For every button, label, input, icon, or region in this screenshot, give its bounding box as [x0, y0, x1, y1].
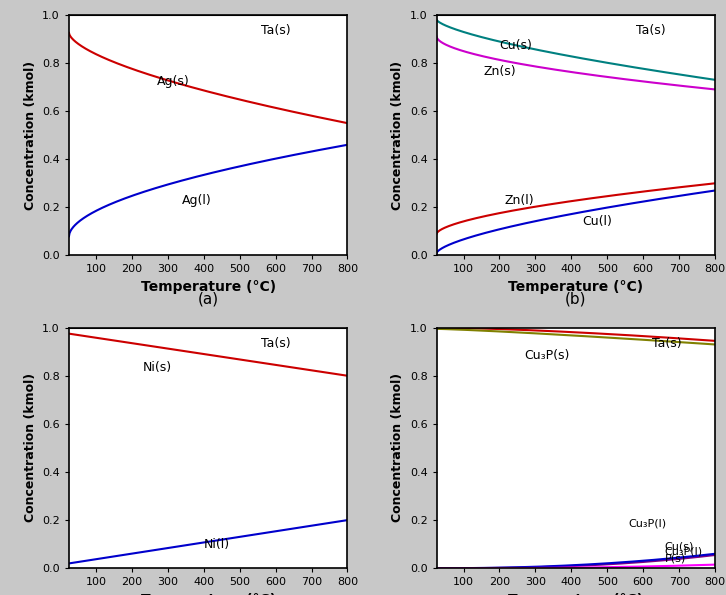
Text: Cu(l): Cu(l)	[582, 215, 612, 228]
Text: Cu(s): Cu(s)	[665, 541, 694, 552]
Text: (a): (a)	[197, 292, 219, 306]
Text: Ni(l): Ni(l)	[204, 538, 230, 551]
Y-axis label: Concentration (kmol): Concentration (kmol)	[24, 374, 36, 522]
Text: Cu(s): Cu(s)	[499, 39, 532, 52]
Y-axis label: Concentration (kmol): Concentration (kmol)	[391, 374, 404, 522]
X-axis label: Temperature (°C): Temperature (°C)	[141, 593, 276, 595]
Text: Cu₃P(l): Cu₃P(l)	[665, 547, 703, 557]
Text: Zn(s): Zn(s)	[484, 65, 516, 78]
Text: P(s): P(s)	[665, 553, 686, 563]
Text: Cu₃P(s): Cu₃P(s)	[525, 349, 570, 362]
X-axis label: Temperature (°C): Temperature (°C)	[141, 280, 276, 294]
Text: (b): (b)	[565, 292, 587, 306]
Y-axis label: Concentration (kmol): Concentration (kmol)	[24, 61, 36, 209]
Text: Ag(l): Ag(l)	[182, 194, 212, 206]
Text: Ta(s): Ta(s)	[261, 337, 291, 350]
X-axis label: Temperature (°C): Temperature (°C)	[508, 280, 643, 294]
Text: Ni(s): Ni(s)	[142, 361, 172, 374]
Text: Ag(s): Ag(s)	[157, 74, 189, 87]
Y-axis label: Concentration (kmol): Concentration (kmol)	[391, 61, 404, 209]
Text: Zn(l): Zn(l)	[505, 194, 534, 206]
X-axis label: Temperature (°C): Temperature (°C)	[508, 593, 643, 595]
Text: Ta(s): Ta(s)	[636, 24, 666, 37]
Text: Ta(s): Ta(s)	[261, 24, 291, 37]
Text: Cu₃P(l): Cu₃P(l)	[629, 518, 667, 528]
Text: Ta(s): Ta(s)	[652, 337, 682, 350]
